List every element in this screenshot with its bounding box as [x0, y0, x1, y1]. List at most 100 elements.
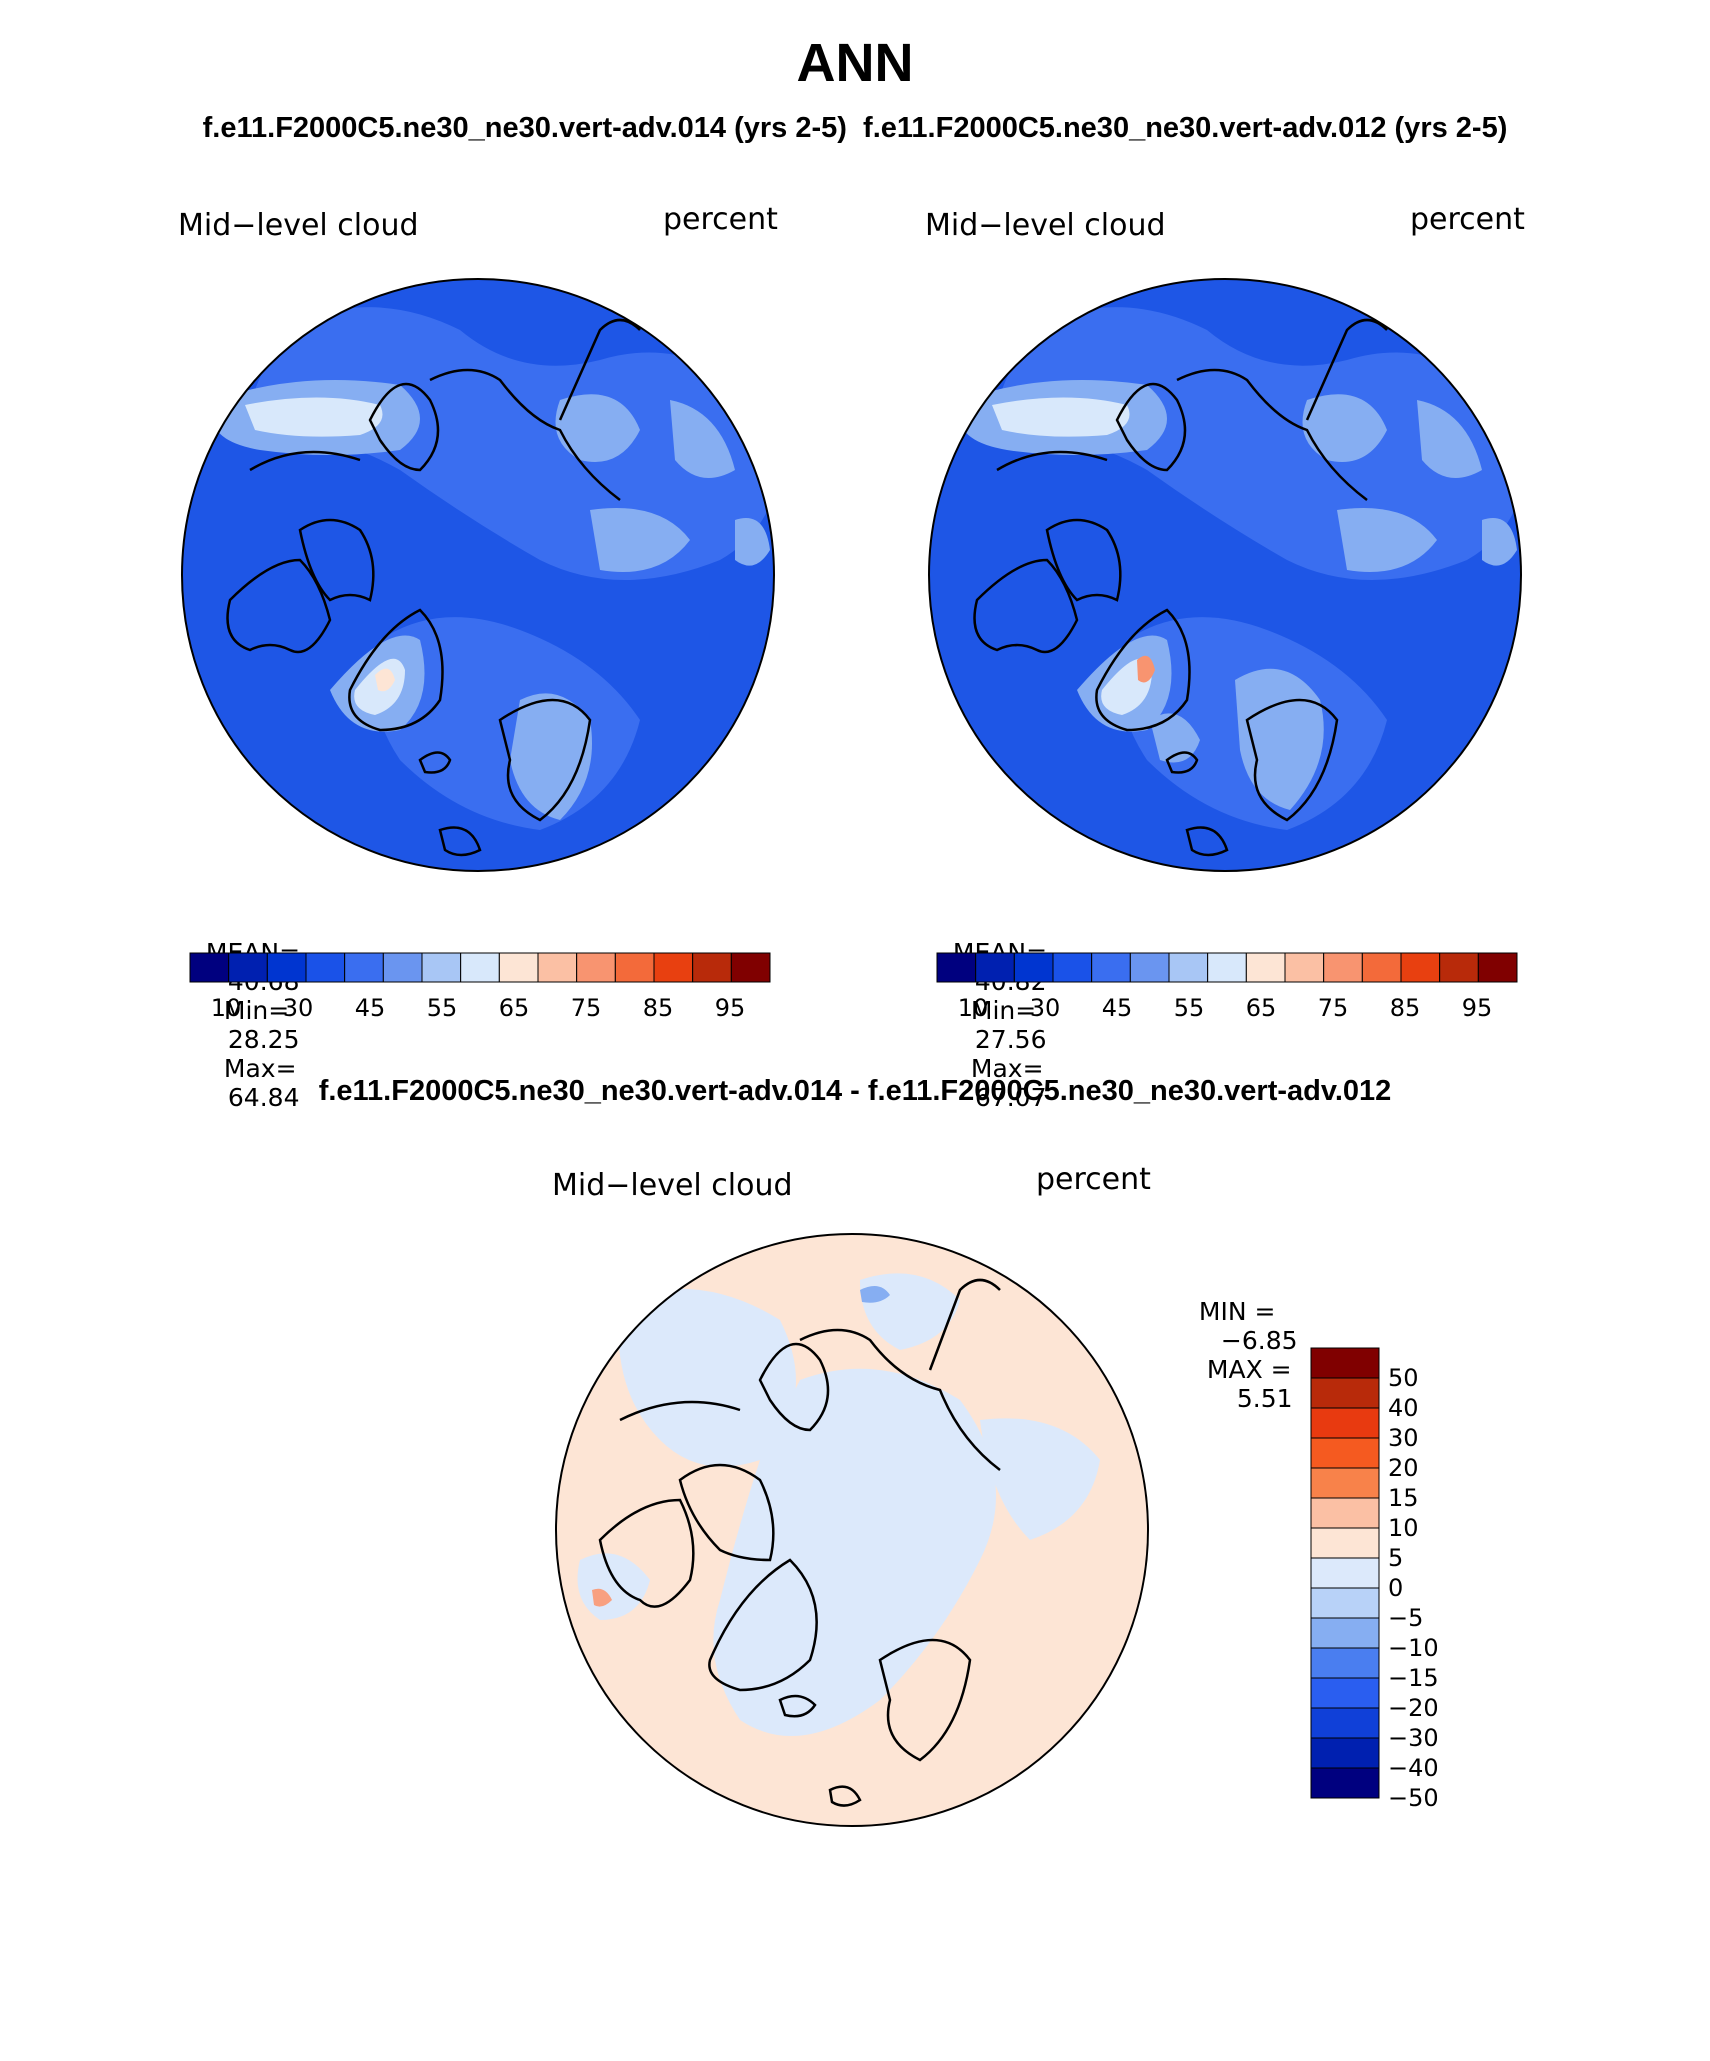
panel1-colorbar-tick-label: 95	[715, 994, 746, 1022]
diff-colorbar-label: 30	[1388, 1424, 1419, 1452]
map-panel-1	[181, 278, 775, 872]
panel1-colorbar-tick-label: 30	[283, 994, 314, 1022]
diff-colorbar-swatch	[1310, 1377, 1380, 1409]
diff-max-value: 5.51	[1236, 1384, 1293, 1413]
diff-colorbar-swatch	[1310, 1467, 1380, 1499]
diff-colorbar-swatch	[1310, 1767, 1380, 1799]
panel2-colorbar-swatch	[1013, 952, 1054, 983]
diff-colorbar-label: −50	[1388, 1784, 1439, 1812]
panel1-colorbar-tick-label: 55	[427, 994, 458, 1022]
diff-colorbar-swatch	[1310, 1587, 1380, 1619]
panel1-colorbar-swatch	[730, 952, 771, 983]
panel2-colorbar-tick-label: 65	[1246, 994, 1277, 1022]
panel2-colorbar-swatch	[1361, 952, 1402, 983]
panel1-colorbar-tick-label: 10	[211, 994, 242, 1022]
panel1-colorbar-swatch	[653, 952, 694, 983]
panel2-colorbar-swatch	[1439, 952, 1479, 983]
diff-colorbar-swatch	[1310, 1677, 1380, 1709]
difference-title: f.e11.F2000C5.ne30_ne30.vert-adv.014 - f…	[318, 1075, 1392, 1107]
panel1-colorbar-tick-label: 75	[571, 994, 602, 1022]
panel1-min-label: Min=	[223, 996, 290, 1025]
panel1-colorbar-swatch	[614, 952, 655, 983]
diff-colorbar-swatch	[1310, 1497, 1380, 1529]
colorbar-panel-2: 10 30 45 55 65 75 85 95	[936, 952, 1518, 1022]
panel2-colorbar-swatch	[1091, 952, 1131, 983]
diff-colorbar-swatch	[1310, 1407, 1380, 1439]
panel1-min-value: 28.25	[227, 1025, 300, 1054]
diff-colorbar-swatch	[1310, 1617, 1380, 1649]
panel1-colorbar-tick-label: 85	[643, 994, 674, 1022]
panel1-colorbar-swatch	[344, 952, 384, 983]
panel1-colorbar-tick-label: 45	[355, 994, 386, 1022]
panel2-colorbar-swatch	[1323, 952, 1363, 983]
diff-colorbar-label: −5	[1388, 1604, 1423, 1632]
diff-minmax: MIN = −6.85 MAX = 5.51	[1183, 1268, 1298, 1413]
panel2-max-label: Max=	[970, 1054, 1044, 1083]
panel1-colorbar-swatch	[421, 952, 462, 983]
panel2-colorbar-swatch	[1052, 952, 1093, 983]
panel1-colorbar-swatch	[576, 952, 616, 983]
diff-variable-label: Mid−level cloud	[552, 1168, 793, 1203]
panel1-colorbar-swatch	[460, 952, 500, 983]
run-subtitle: f.e11.F2000C5.ne30_ne30.vert-adv.014 (yr…	[202, 112, 1508, 144]
panel1-colorbar-tick-label: 65	[499, 994, 530, 1022]
diff-colorbar-label: 10	[1388, 1514, 1419, 1542]
panel1-units-label: percent	[663, 202, 778, 237]
panel2-colorbar-swatch	[1245, 952, 1286, 983]
diff-min-label: MIN =	[1198, 1297, 1276, 1326]
panel1-colorbar-swatch	[266, 952, 307, 983]
panel1-colorbar-swatch	[537, 952, 578, 983]
diff-colorbar-label: −10	[1388, 1634, 1439, 1662]
panel2-colorbar-swatch	[1129, 952, 1170, 983]
panel1-colorbar-swatch	[189, 952, 230, 983]
panel1-colorbar-swatch	[498, 952, 539, 983]
panel1-colorbar-swatch	[228, 952, 268, 983]
panel1-max-value: 64.84	[227, 1083, 300, 1112]
diff-min-value: −6.85	[1220, 1326, 1298, 1355]
panel2-colorbar-tick-label: 45	[1102, 994, 1133, 1022]
panel2-colorbar-swatch	[1284, 952, 1325, 983]
panel2-variable-label: Mid−level cloud	[925, 208, 1166, 243]
panel2-colorbar-tick-label: 85	[1390, 994, 1421, 1022]
colorbar-panel-1: 10 30 45 55 65 75 85 95	[189, 952, 771, 1022]
diff-colorbar-swatch	[1310, 1737, 1380, 1769]
diff-max-label: MAX =	[1206, 1355, 1292, 1384]
diff-colorbar-swatch	[1310, 1707, 1380, 1739]
panel2-units-label: percent	[1410, 202, 1525, 237]
panel2-min-label: Min=	[970, 996, 1037, 1025]
page-title: ANN	[796, 33, 914, 93]
panel2-colorbar-tick-label: 10	[958, 994, 989, 1022]
panel2-colorbar-tick-label: 95	[1462, 994, 1493, 1022]
panel2-colorbar-swatch	[1477, 952, 1518, 983]
map-panel-2	[928, 278, 1522, 872]
diff-colorbar-label: 50	[1388, 1364, 1419, 1392]
diff-colorbar-label: 20	[1388, 1454, 1419, 1482]
panel2-colorbar-tick-label: 30	[1030, 994, 1061, 1022]
panel2-colorbar-swatch	[936, 952, 977, 983]
panel2-colorbar-tick-label: 55	[1174, 994, 1205, 1022]
diff-colorbar-swatch	[1310, 1437, 1380, 1469]
diff-colorbar-label: −30	[1388, 1724, 1439, 1752]
difference-map	[555, 1233, 1149, 1827]
panel1-max-label: Max=	[223, 1054, 297, 1083]
diff-colorbar-label: 5	[1388, 1544, 1403, 1572]
panel2-colorbar-swatch	[975, 952, 1015, 983]
panel2-colorbar-tick-label: 75	[1318, 994, 1349, 1022]
diff-colorbar-label: −20	[1388, 1694, 1439, 1722]
diff-colorbar-label: 40	[1388, 1394, 1419, 1422]
panel2-colorbar-swatch	[1400, 952, 1441, 983]
panel1-colorbar-swatch	[305, 952, 346, 983]
diff-colorbar-swatch	[1310, 1347, 1380, 1379]
diff-colorbar-label: −40	[1388, 1754, 1439, 1782]
diff-colorbar-swatch	[1310, 1557, 1380, 1589]
diff-units-label: percent	[1036, 1162, 1151, 1197]
diff-colorbar-swatch	[1310, 1527, 1380, 1559]
panel2-colorbar-swatch	[1207, 952, 1247, 983]
panel2-max-value: 67.07	[974, 1083, 1047, 1112]
panel1-colorbar-swatch	[382, 952, 423, 983]
panel2-colorbar-swatch	[1168, 952, 1209, 983]
diff-colorbar-label: −15	[1388, 1664, 1439, 1692]
panel1-variable-label: Mid−level cloud	[178, 208, 419, 243]
